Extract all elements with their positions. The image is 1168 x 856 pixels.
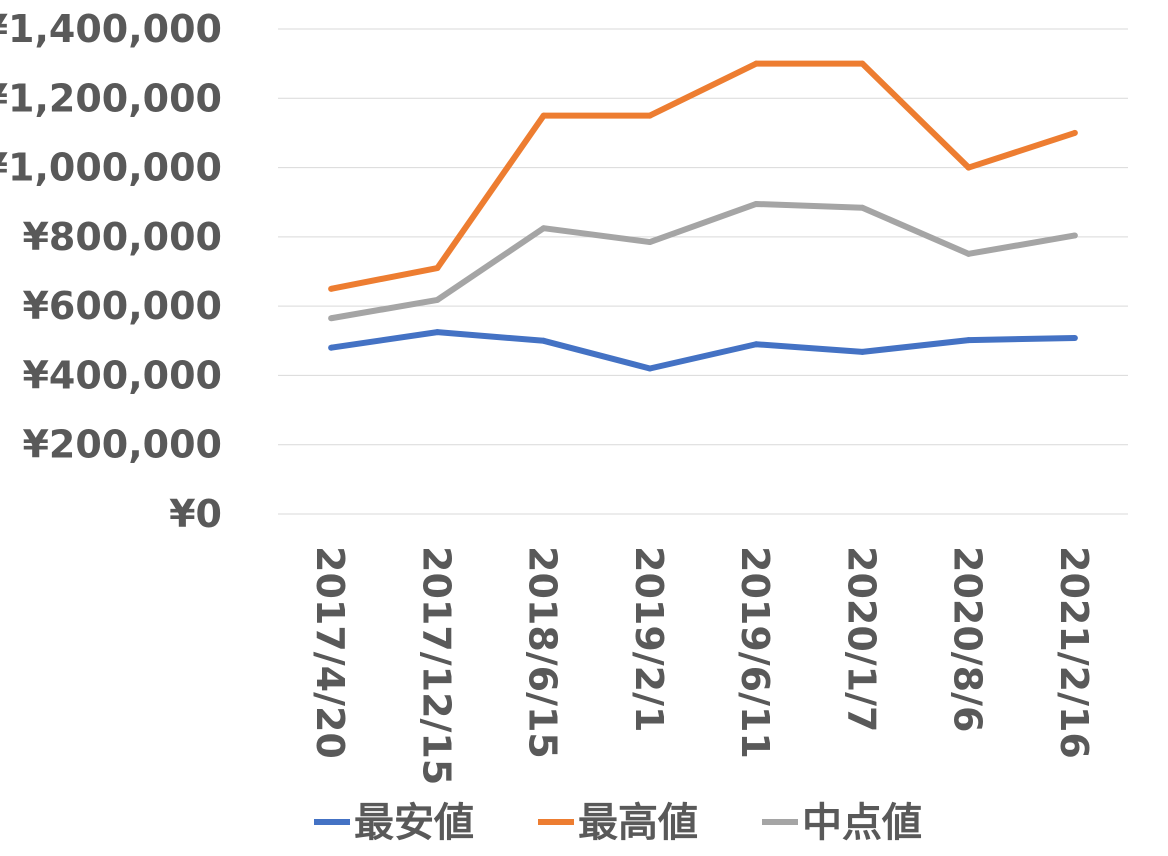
- x-tick-label: 2018/6/15: [521, 546, 565, 759]
- data-point: [540, 225, 547, 232]
- x-axis-tick-labels: 2017/4/20 2017/12/15 2018/6/15 2019/2/1 2019…: [308, 546, 1096, 785]
- x-tick-label: 2020/1/7: [839, 546, 883, 732]
- data-point: [434, 296, 441, 303]
- y-tick-label: ¥0: [169, 492, 222, 536]
- legend-label: 最高値: [578, 800, 698, 846]
- data-point: [1071, 129, 1078, 136]
- data-point: [753, 341, 760, 348]
- y-tick-label: ¥200,000: [22, 423, 222, 467]
- x-tick-label: 2019/6/11: [733, 546, 777, 759]
- data-point: [540, 337, 547, 344]
- data-point: [328, 315, 335, 322]
- data-point: [965, 250, 972, 257]
- x-tick-label: 2017/4/20: [308, 546, 352, 759]
- series-2: [328, 60, 1078, 292]
- data-point: [1071, 232, 1078, 239]
- data-point: [328, 285, 335, 292]
- data-point: [434, 265, 441, 272]
- legend-label: 中点値: [802, 800, 922, 846]
- series-lines: [328, 60, 1078, 372]
- series-3: [328, 200, 1078, 322]
- x-tick-label: 2019/2/1: [627, 546, 671, 732]
- data-point: [328, 344, 335, 351]
- series-line: [330, 200, 1076, 322]
- x-tick-label: 2020/8/6: [946, 546, 990, 732]
- legend-label: 最安値: [354, 800, 474, 846]
- x-tick-label: 2021/2/16: [1052, 546, 1096, 759]
- legend-item: 最高値: [538, 800, 698, 846]
- data-point: [646, 365, 653, 372]
- y-tick-label: ¥600,000: [22, 284, 222, 328]
- series-1: [328, 329, 1078, 372]
- y-tick-label: ¥400,000: [22, 353, 222, 397]
- data-point: [859, 348, 866, 355]
- series-line: [330, 60, 1076, 292]
- data-point: [859, 204, 866, 211]
- data-point: [753, 200, 760, 207]
- data-point: [540, 112, 547, 119]
- y-tick-label: ¥1,400,000: [0, 7, 222, 51]
- y-axis-tick-labels: ¥0 ¥200,000 ¥400,000 ¥600,000 ¥800,000 ¥1,000…: [0, 7, 222, 536]
- y-tick-label: ¥800,000: [22, 215, 222, 259]
- legend-item: 最安値: [314, 800, 474, 846]
- y-tick-label: ¥1,200,000: [0, 76, 222, 120]
- series-line: [330, 329, 1075, 372]
- legend: 最安値 最高値 中点値: [314, 800, 922, 846]
- data-point: [434, 329, 441, 336]
- data-point: [646, 112, 653, 119]
- x-tick-label: 2017/12/15: [414, 546, 458, 785]
- data-point: [965, 337, 972, 344]
- data-point: [753, 60, 760, 67]
- gridlines: [278, 28, 1128, 515]
- data-point: [646, 239, 653, 246]
- y-tick-label: ¥1,000,000: [0, 146, 222, 190]
- data-point: [965, 164, 972, 171]
- legend-item: 中点値: [762, 800, 922, 846]
- data-point: [1071, 335, 1078, 342]
- data-point: [859, 60, 866, 67]
